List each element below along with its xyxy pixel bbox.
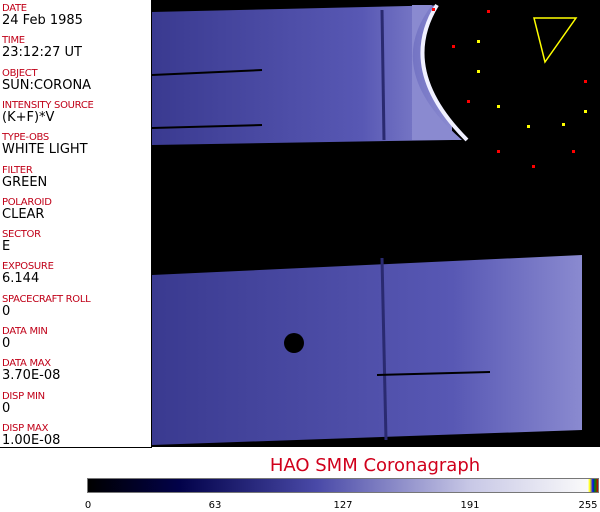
- metadata-field: INTENSITY SOURCE (K+F)*V: [2, 100, 94, 125]
- field-label: SECTOR: [2, 229, 41, 241]
- field-value: GREEN: [2, 174, 48, 190]
- colorbar-tick: 255: [578, 500, 598, 511]
- field-label: EXPOSURE: [2, 261, 54, 273]
- image-title: HAO SMM Coronagraph: [269, 455, 481, 476]
- field-value: (K+F)*V: [2, 109, 55, 125]
- field-value: 6.144: [2, 271, 40, 287]
- metadata-field: TYPE-OBS WHITE LIGHT: [2, 132, 88, 157]
- metadata-field: FILTER GREEN: [2, 165, 47, 190]
- colorbar: [87, 478, 599, 493]
- colorbar-tick: 191: [460, 500, 480, 511]
- metadata-panel: DATE 24 Feb 1985 TIME 23:12:27 UT OBJECT SUN:…: [0, 0, 152, 448]
- image-canvas: [151, 0, 600, 445]
- field-label: DISP MAX: [2, 422, 49, 434]
- field-value: 0: [2, 400, 11, 416]
- metadata-field: DISP MAX 1.00E-08: [2, 423, 60, 448]
- field-value: 0: [2, 336, 11, 351]
- field-value: 23:12:27 UT: [2, 45, 82, 61]
- field-label: OBJECT: [2, 67, 38, 79]
- field-label: FILTER: [2, 164, 33, 176]
- field-label: POLAROID: [2, 196, 52, 208]
- field-value: SUN:CORONA: [2, 77, 92, 93]
- field-label: TIME: [2, 35, 25, 47]
- metadata-field: OBJECT SUN:CORONA: [2, 68, 91, 93]
- field-label: TYPE-OBS: [2, 132, 49, 144]
- field-value: CLEAR: [2, 206, 45, 222]
- field-label: DATA MIN: [2, 326, 48, 337]
- field-value: 1.00E-08: [2, 432, 61, 448]
- colorbar-tick: 63: [208, 500, 222, 511]
- colorbar-tick: 0: [84, 500, 92, 511]
- metadata-field: DISP MIN 0: [2, 391, 45, 416]
- field-label: INTENSITY SOURCE: [2, 99, 94, 111]
- metadata-field: EXPOSURE 6.144: [2, 261, 54, 286]
- coronagraph-image: [151, 0, 600, 447]
- field-value: E: [2, 239, 11, 255]
- metadata-field: DATE 24 Feb 1985: [2, 3, 83, 28]
- field-label: DATA MAX: [2, 358, 51, 370]
- metadata-field: DATA MIN 0: [2, 326, 48, 351]
- metadata-field: POLAROID CLEAR: [2, 197, 52, 222]
- metadata-field: SPACECRAFT ROLL 0: [2, 293, 91, 319]
- metadata-field: DATA MAX 3.70E-08: [2, 358, 60, 383]
- field-value: 24 Feb 1985: [2, 13, 83, 28]
- field-value: WHITE LIGHT: [2, 142, 88, 158]
- colorbar-tick: 127: [333, 500, 353, 511]
- metadata-field: SECTOR E: [2, 229, 41, 254]
- metadata-field: TIME 23:12:27 UT: [2, 35, 82, 60]
- field-value: 3.70E-08: [2, 368, 61, 384]
- field-label: DISP MIN: [2, 390, 45, 402]
- field-label: SPACECRAFT ROLL: [2, 293, 91, 305]
- field-value: 0: [2, 303, 11, 319]
- field-label: DATE: [2, 3, 27, 14]
